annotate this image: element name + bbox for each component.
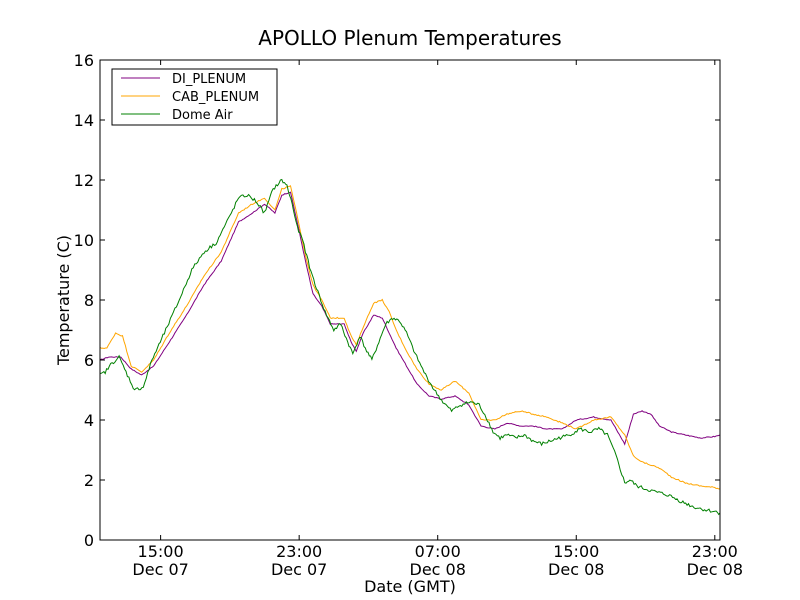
x-tick-date-label: Dec 08 [687,560,743,579]
series-line-dome-air [100,178,720,516]
x-tick-time-label: 15:00 [553,542,599,561]
y-tick-label: 16 [74,51,94,70]
x-tick-date-label: Dec 08 [548,560,604,579]
x-tick-time-label: 07:00 [415,542,461,561]
legend-label: DI_PLENUM [172,72,246,87]
y-tick-label: 10 [74,231,94,250]
y-tick-label: 12 [74,171,94,190]
legend-label: Dome Air [172,108,233,123]
y-tick-label: 0 [84,531,94,550]
y-tick-label: 6 [84,351,94,370]
y-tick-label: 4 [84,411,94,430]
x-tick-date-label: Dec 07 [132,560,188,579]
x-tick-time-label: 23:00 [692,542,738,561]
y-tick-label: 8 [84,291,94,310]
y-axis: 0 2 4 6 8 10 12 14 16 [74,51,720,550]
legend: DI_PLENUM CAB_PLENUM Dome Air [111,68,278,126]
series-line-cab-plenum [100,185,720,490]
x-tick-time-label: 15:00 [138,542,184,561]
y-axis-label: Temperature (C) [54,235,73,366]
x-tick-time-label: 23:00 [276,542,322,561]
series-layer [100,178,720,516]
legend-label: CAB_PLENUM [172,90,259,105]
x-tick-date-label: Dec 07 [271,560,327,579]
y-tick-label: 14 [74,111,94,130]
series-line-di-plenum [100,191,720,446]
chart-title: APOLLO Plenum Temperatures [258,26,561,50]
x-axis-label: Date (GMT) [364,577,456,596]
y-tick-label: 2 [84,471,94,490]
x-tick-date-label: Dec 08 [410,560,466,579]
